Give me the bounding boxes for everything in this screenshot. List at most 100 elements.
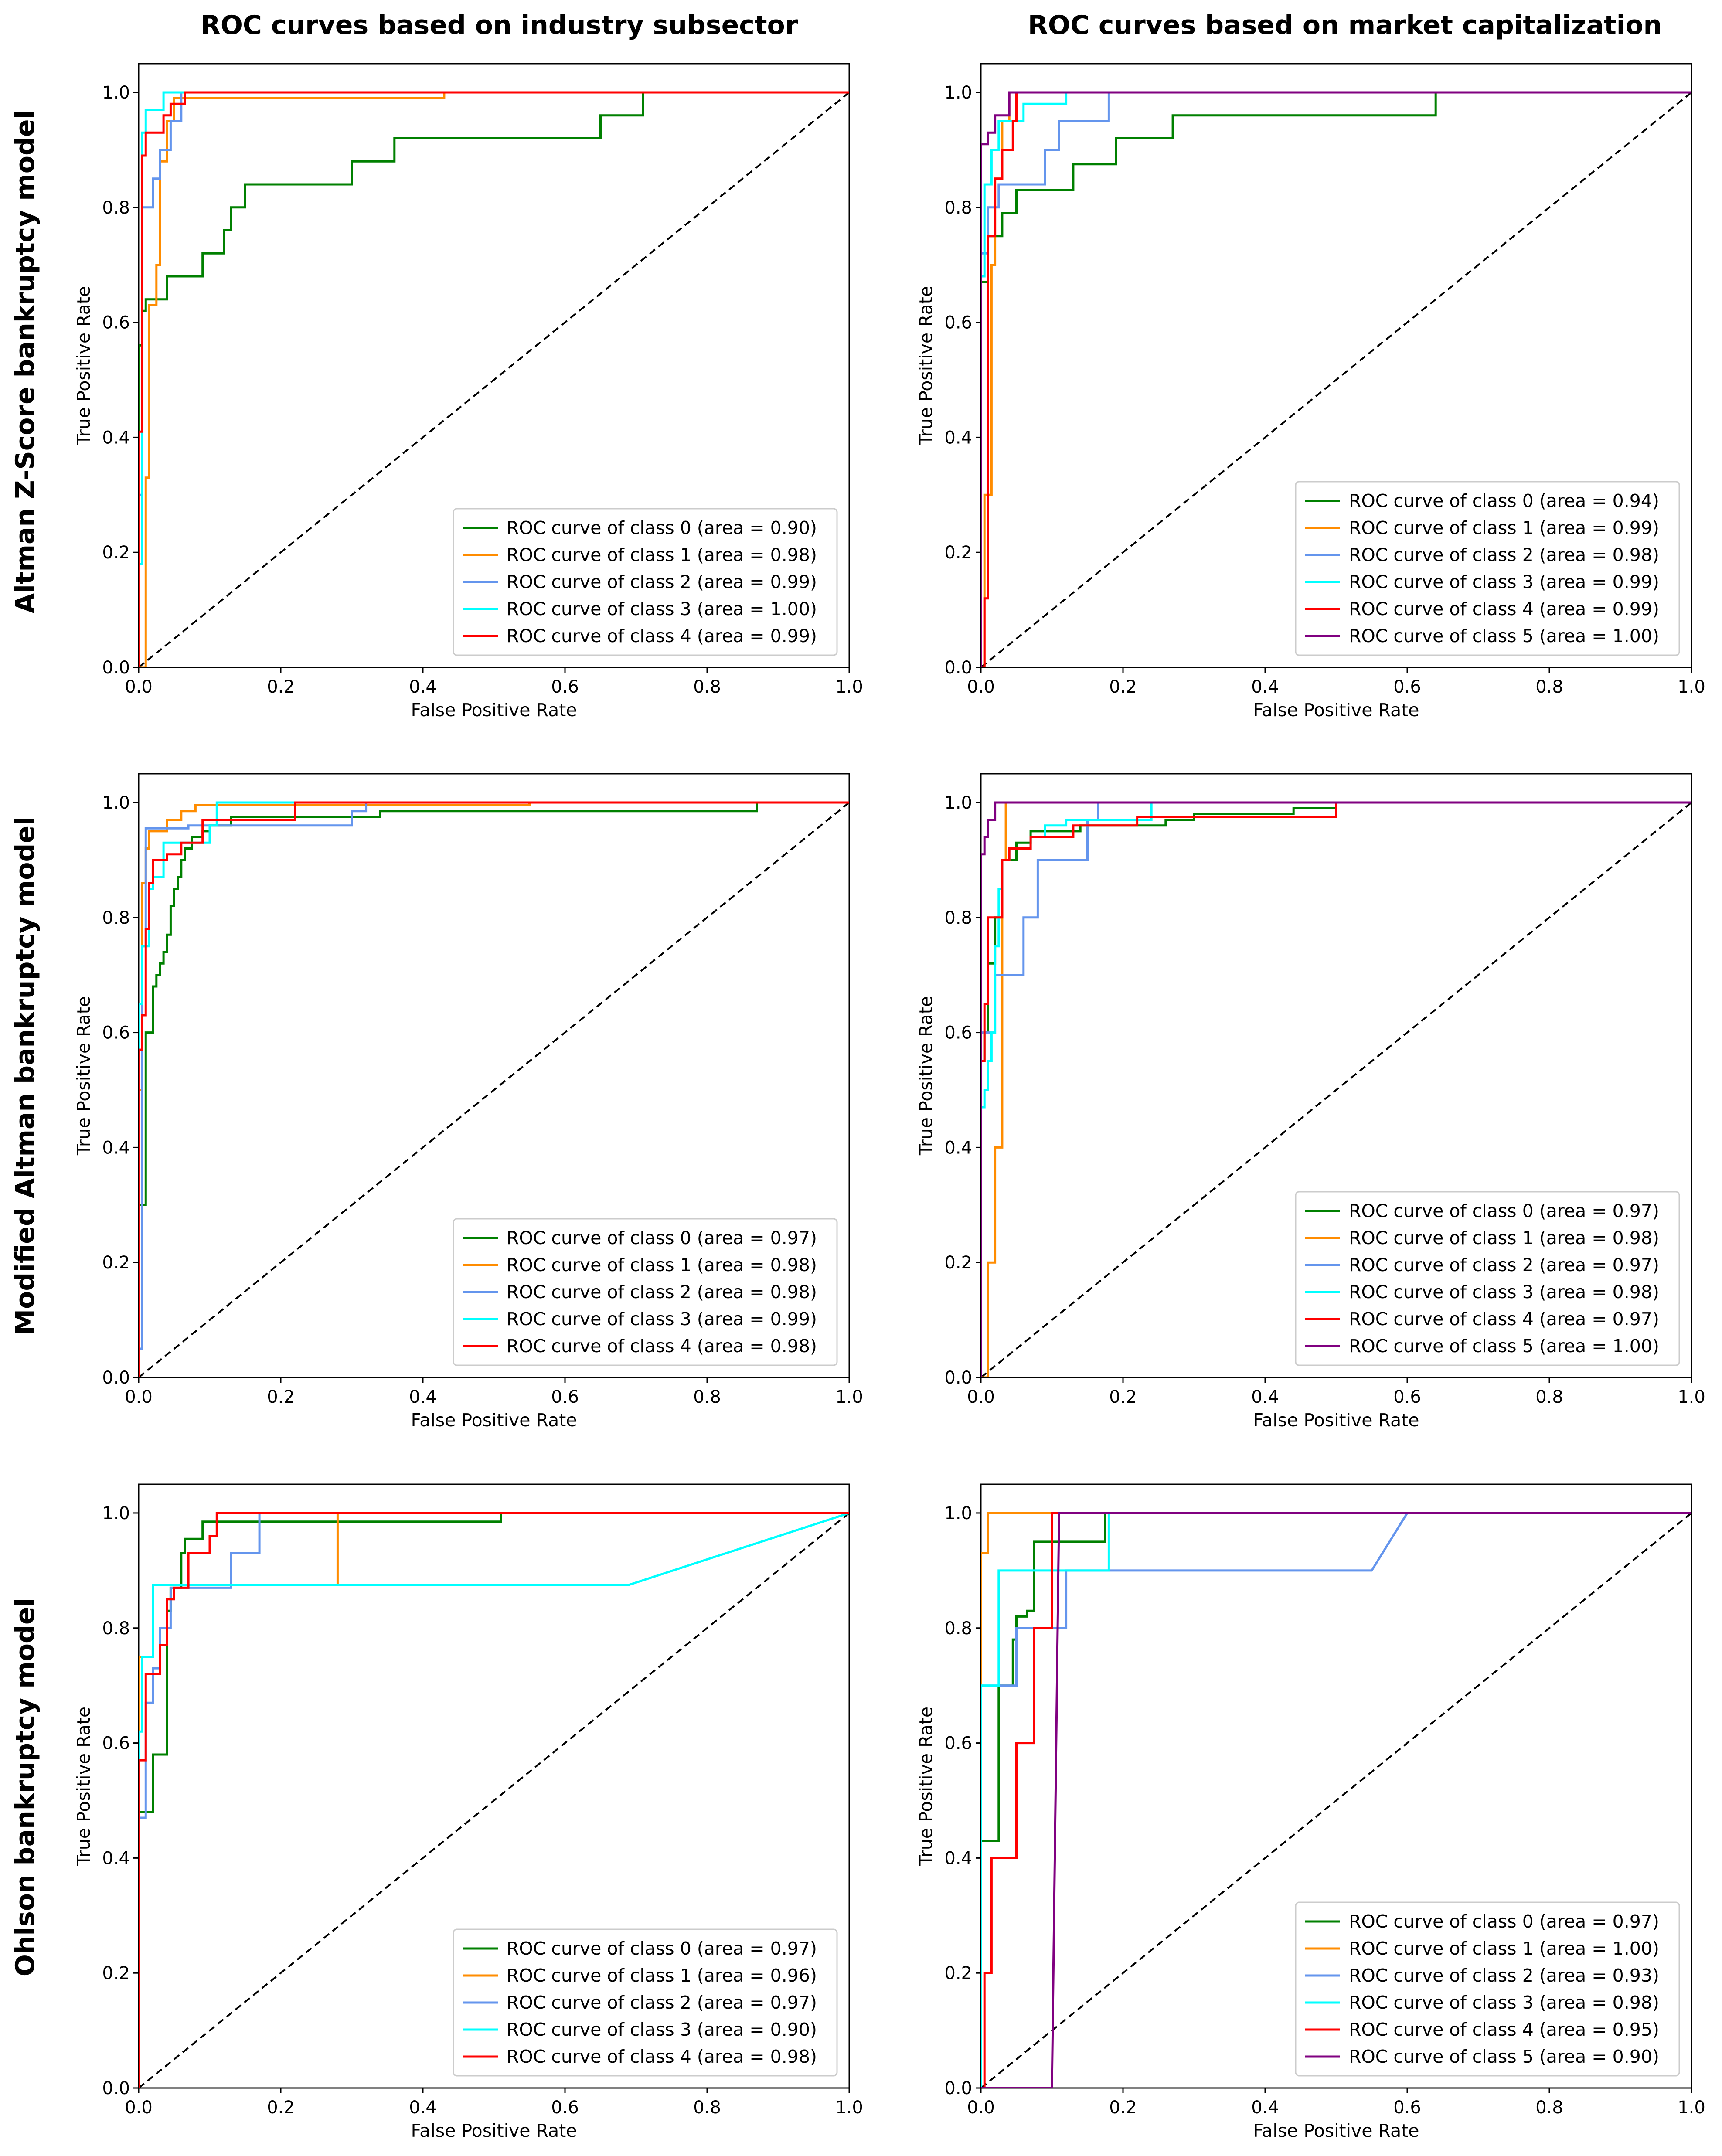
y-tick-label: 1.0 [944,793,972,813]
roc-curve-class-1 [981,801,1691,1377]
y-tick-label: 0.6 [102,1023,130,1043]
x-tick-label: 0.4 [409,677,437,697]
y-axis-label: True Positive Rate [73,996,94,1156]
legend-label-class-1: ROC curve of class 1 (area = 0.98) [507,544,817,565]
x-tick-label: 0.8 [1535,2098,1563,2118]
legend-label-class-3: ROC curve of class 3 (area = 0.99) [507,1309,817,1330]
chance-diagonal-line [138,802,850,1378]
legend-label-class-2: ROC curve of class 2 (area = 0.98) [1349,544,1659,565]
x-tick-label: 1.0 [1678,2098,1705,2118]
legend-box [453,1928,838,2077]
legend-label-class-4: ROC curve of class 4 (area = 0.98) [507,2046,817,2067]
column-title-industry: ROC curves based on industry subsector [201,10,798,41]
x-tick-label: 0.2 [267,1387,295,1407]
x-tick-label: 0.8 [693,677,721,697]
x-tick-label: 0.6 [1393,2098,1421,2118]
y-tick-label: 0.8 [944,908,972,928]
legend-label-class-3: ROC curve of class 3 (area = 0.98) [1349,1282,1659,1302]
x-tick-label: 0.6 [1393,677,1421,697]
x-axis-label: False Positive Rate [1253,700,1419,721]
legend-label-class-4: ROC curve of class 4 (area = 0.95) [1349,2019,1659,2040]
y-tick-label: 0.4 [102,1138,130,1158]
roc-curve-class-3 [139,1512,849,2088]
x-tick-label: 0.6 [551,2098,579,2118]
roc-curve-class-2 [139,1512,849,2088]
roc-plot-0: 0.0 0.2 0.4 0.6 0.8 1.0 0.0 0.2 0.4 0.6 0.8 1.0 Fals… [73,63,863,721]
x-tick-label: 1.0 [1678,1387,1705,1407]
roc-curve-class-5 [981,1512,1691,2088]
y-axis-label: True Positive Rate [73,286,94,445]
legend-label-class-0: ROC curve of class 0 (area = 0.97) [1349,1200,1659,1221]
legend-label-class-5: ROC curve of class 5 (area = 1.00) [1349,626,1659,646]
x-tick-label: 0.2 [267,677,295,697]
x-tick-label: 1.0 [835,2098,863,2118]
legend-label-class-4: ROC curve of class 4 (area = 0.97) [1349,1309,1659,1330]
y-tick-label: 0.2 [944,543,972,563]
legend-box [1295,1191,1680,1366]
y-tick-label: 0.8 [102,1619,130,1639]
legend-label-class-4: ROC curve of class 4 (area = 0.98) [507,1336,817,1357]
roc-plot-1: 0.0 0.2 0.4 0.6 0.8 1.0 0.0 0.2 0.4 0.6 0.8 1.0 Fals… [915,63,1705,721]
roc-curve-class-1 [139,91,849,667]
y-axis-label: True Positive Rate [915,286,936,445]
plots-container: 0.0 0.2 0.4 0.6 0.8 1.0 0.0 0.2 0.4 0.6 0.8 1.0 Fals… [73,63,1705,2141]
x-tick-label: 0.2 [267,2098,295,2118]
x-axis-label: False Positive Rate [1253,2120,1419,2141]
y-axis-label: True Positive Rate [915,1707,936,1866]
y-tick-label: 1.0 [102,793,130,813]
y-tick-label: 0.0 [944,658,972,678]
legend-label-class-3: ROC curve of class 3 (area = 0.99) [1349,571,1659,592]
y-tick-label: 0.6 [944,313,972,333]
y-tick-label: 0.4 [944,428,972,448]
legend-box [453,1218,838,1366]
y-tick-label: 0.6 [944,1734,972,1754]
x-tick-label: 0.8 [1535,1387,1563,1407]
legend-box [1295,1901,1680,2077]
row-title-altman: Altman Z-Score bankruptcy model [10,110,41,613]
y-tick-label: 0.2 [102,1963,130,1983]
legend-label-class-2: ROC curve of class 2 (area = 0.93) [1349,1965,1659,1986]
x-tick-label: 0.0 [967,677,995,697]
y-tick-label: 0.4 [102,428,130,448]
y-tick-label: 0.0 [944,1368,972,1388]
x-tick-label: 0.4 [1251,677,1279,697]
x-tick-label: 0.4 [409,2098,437,2118]
y-tick-label: 0.4 [944,1848,972,1868]
x-tick-label: 0.0 [125,677,153,697]
legend-label-class-1: ROC curve of class 1 (area = 0.96) [507,1965,817,1986]
y-tick-label: 0.8 [102,908,130,928]
y-tick-label: 1.0 [944,83,972,103]
chance-diagonal-line [980,92,1692,668]
roc-plot-2: 0.0 0.2 0.4 0.6 0.8 1.0 0.0 0.2 0.4 0.6 0.8 1.0 Fals… [73,773,863,1431]
legend-label-class-0: ROC curve of class 0 (area = 0.97) [1349,1911,1659,1932]
x-tick-label: 0.6 [551,677,579,697]
legend-label-class-4: ROC curve of class 4 (area = 0.99) [507,626,817,646]
legend-label-class-1: ROC curve of class 1 (area = 0.98) [1349,1228,1659,1248]
roc-curve-class-5 [981,91,1691,667]
legend-label-class-2: ROC curve of class 2 (area = 0.98) [507,1282,817,1302]
y-tick-label: 0.0 [944,2078,972,2098]
roc-curve-class-2 [139,801,849,1377]
y-tick-label: 1.0 [102,83,130,103]
roc-curve-class-5 [981,801,1691,1377]
roc-curve-class-4 [139,1512,849,2088]
column-title-market-cap: ROC curves based on market capitalizatio… [1028,10,1662,41]
y-tick-label: 0.6 [102,1734,130,1754]
x-tick-label: 0.2 [1109,1387,1137,1407]
row-title-ohlson: Ohlson bankruptcy model [10,1598,41,1976]
y-tick-label: 0.8 [102,198,130,218]
x-tick-label: 0.4 [409,1387,437,1407]
legend-label-class-2: ROC curve of class 2 (area = 0.99) [507,571,817,592]
roc-plot-5: 0.0 0.2 0.4 0.6 0.8 1.0 0.0 0.2 0.4 0.6 0.8 1.0 Fals… [915,1483,1705,2141]
y-tick-label: 0.6 [944,1023,972,1043]
legend-label-class-4: ROC curve of class 4 (area = 0.99) [1349,599,1659,619]
legend-box [453,508,838,656]
roc-curve-class-4 [139,91,849,667]
x-tick-label: 0.2 [1109,677,1137,697]
x-tick-label: 0.0 [967,1387,995,1407]
x-tick-label: 0.6 [1393,1387,1421,1407]
roc-plot-3: 0.0 0.2 0.4 0.6 0.8 1.0 0.0 0.2 0.4 0.6 0.8 1.0 Fals… [915,773,1705,1431]
y-tick-label: 0.2 [944,1963,972,1983]
x-tick-label: 0.8 [693,2098,721,2118]
